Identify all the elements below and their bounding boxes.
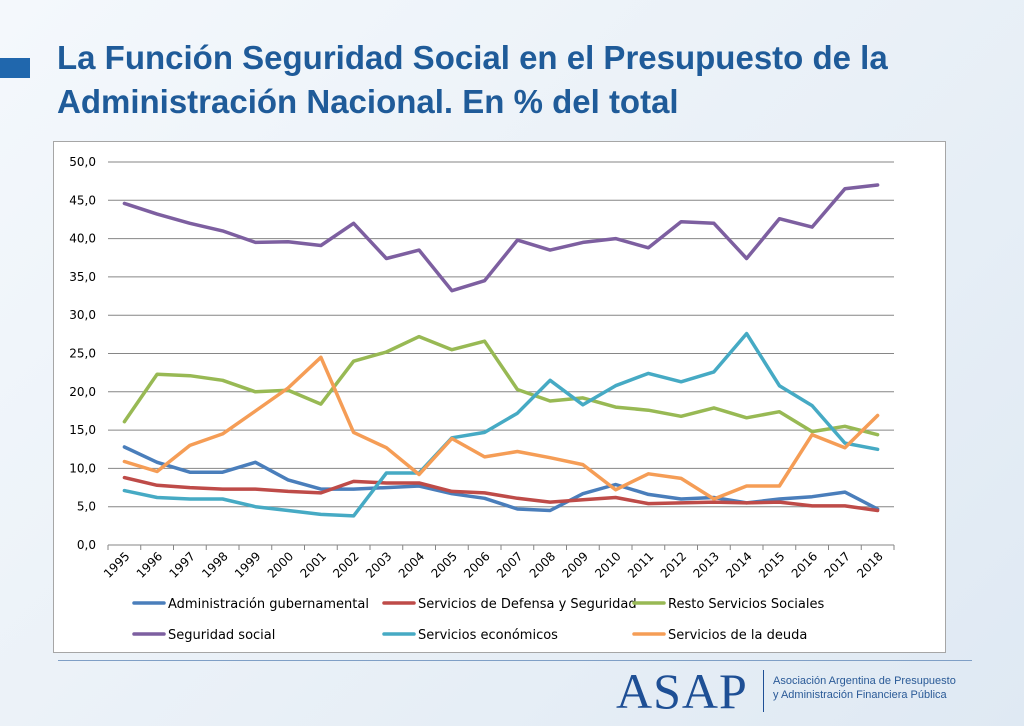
y-tick-label: 25,0	[69, 347, 96, 361]
line-chart: 0,0 5,0 10,0 15,0 20,0 25,0 30,0 35,0 40,0 45,0 50…	[69, 155, 895, 643]
x-tick-label: 2012	[658, 549, 689, 580]
legend-label: Resto Servicios Sociales	[668, 597, 824, 612]
accent-bar	[0, 58, 30, 78]
x-tick-label: 2004	[396, 549, 427, 580]
series-line-4	[122, 183, 880, 293]
x-tick-label: 2018	[854, 549, 885, 580]
x-tick-label: 2010	[592, 549, 623, 580]
legend-label: Servicios de Defensa y Seguridad	[418, 597, 637, 612]
asap-logo: ASAP	[616, 663, 748, 719]
series-line-3	[122, 334, 880, 437]
x-tick-label: 2001	[297, 549, 328, 580]
y-tick-label: 15,0	[69, 423, 96, 437]
chart-frame: 0,0 5,0 10,0 15,0 20,0 25,0 30,0 35,0 40,0 45,0 50…	[53, 141, 946, 653]
x-tick-label: 2011	[625, 549, 656, 580]
x-tick-label: 2000	[265, 549, 296, 580]
x-tick-label: 2014	[723, 549, 754, 580]
series-line-2	[122, 475, 880, 513]
footer-divider	[58, 660, 972, 661]
x-tick-label: 1997	[166, 549, 197, 580]
x-tick-label: 2003	[363, 549, 394, 580]
x-tick-label: 2016	[789, 549, 820, 580]
y-tick-label: 30,0	[69, 308, 96, 322]
y-tick-label: 45,0	[69, 193, 96, 207]
logo-subtitle: Asociación Argentina de Presupuesto y Ad…	[773, 674, 1003, 702]
y-tick-label: 20,0	[69, 385, 96, 399]
y-tick-label: 50,0	[69, 155, 96, 169]
y-tick-label: 0,0	[77, 538, 96, 552]
x-tick-label: 1996	[134, 549, 165, 580]
x-tick-label: 2005	[428, 549, 459, 580]
x-tick-label: 2009	[559, 549, 590, 580]
legend-label: Administración gubernamental	[168, 597, 369, 612]
x-tick-label: 1998	[199, 549, 230, 580]
y-tick-label: 5,0	[77, 500, 96, 514]
x-tick-label: 2015	[756, 549, 787, 580]
y-tick-label: 35,0	[69, 270, 96, 284]
x-tick-label: 2008	[527, 549, 558, 580]
legend-label: Servicios económicos	[418, 628, 558, 643]
logo-subtitle-line-2: y Administración Financiera Pública	[773, 689, 947, 701]
logo-subtitle-line-1: Asociación Argentina de Presupuesto	[773, 675, 956, 687]
x-tick-label: 2006	[461, 549, 492, 580]
x-tick-label: 2007	[494, 549, 525, 580]
x-tick-label: 2002	[330, 549, 361, 580]
y-tick-label: 40,0	[69, 232, 96, 246]
legend-label: Seguridad social	[168, 628, 275, 643]
series-line-5	[122, 331, 880, 518]
x-tick-label: 1999	[232, 549, 263, 580]
x-tick-label: 1995	[101, 549, 132, 580]
page-title: La Función Seguridad Social en el Presup…	[57, 36, 997, 124]
y-tick-label: 10,0	[69, 461, 96, 475]
series-line-6	[122, 355, 880, 501]
legend-label: Servicios de la deuda	[668, 628, 807, 643]
logo-separator	[763, 670, 764, 712]
page-title-line-2: Administración Nacional. En % del total	[57, 83, 679, 120]
page-title-line-1: La Función Seguridad Social en el Presup…	[57, 39, 888, 76]
x-tick-label: 2017	[821, 549, 852, 580]
x-tick-label: 2013	[690, 549, 721, 580]
